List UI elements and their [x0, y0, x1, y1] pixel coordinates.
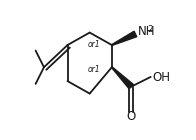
Text: or1: or1 — [88, 40, 101, 49]
Text: OH: OH — [153, 71, 171, 84]
Text: 2: 2 — [148, 25, 153, 34]
Text: O: O — [127, 110, 136, 123]
Text: NH: NH — [138, 25, 155, 38]
Polygon shape — [112, 31, 137, 45]
Polygon shape — [112, 67, 133, 89]
Text: or1: or1 — [88, 65, 101, 74]
